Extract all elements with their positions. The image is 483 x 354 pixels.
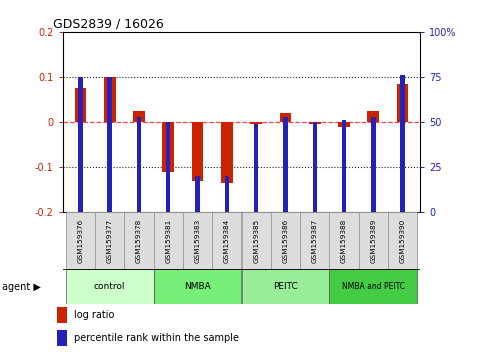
Bar (397, 84, 409, 122)
Bar (154, 269, 242, 304)
Bar (212, 212, 242, 269)
Bar (78, 77, 83, 212)
Bar (371, 117, 376, 212)
Text: GSM159388: GSM159388 (341, 219, 347, 263)
Bar (309, 122, 321, 124)
Bar (162, 122, 174, 172)
Text: GSM159386: GSM159386 (283, 219, 288, 263)
Bar (359, 212, 388, 269)
Bar (192, 122, 203, 181)
Bar (283, 117, 288, 212)
Text: GSM159378: GSM159378 (136, 219, 142, 263)
Text: GSM159383: GSM159383 (195, 219, 200, 263)
Text: GSM159389: GSM159389 (370, 219, 376, 263)
Text: NMBA and PEITC: NMBA and PEITC (342, 282, 405, 291)
Bar (195, 176, 200, 212)
Bar (137, 117, 141, 212)
Bar (400, 75, 405, 212)
Text: GDS2839 / 16026: GDS2839 / 16026 (53, 17, 164, 30)
Text: GSM159381: GSM159381 (165, 219, 171, 263)
Bar (329, 269, 417, 304)
Text: GSM159390: GSM159390 (399, 219, 406, 263)
Bar (271, 212, 300, 269)
Bar (313, 122, 317, 212)
Bar (242, 269, 329, 304)
Bar (388, 212, 417, 269)
Bar (329, 212, 359, 269)
Bar (57, 330, 67, 346)
Text: percentile rank within the sample: percentile rank within the sample (74, 332, 240, 343)
Bar (368, 111, 379, 122)
Bar (107, 77, 112, 212)
Bar (338, 122, 350, 127)
Bar (154, 212, 183, 269)
Bar (225, 176, 229, 212)
Bar (74, 88, 86, 122)
Bar (133, 111, 145, 122)
Bar (254, 124, 258, 212)
Text: GSM159385: GSM159385 (253, 219, 259, 263)
Bar (221, 122, 233, 183)
Text: control: control (94, 282, 126, 291)
Text: NMBA: NMBA (184, 282, 211, 291)
Bar (124, 212, 154, 269)
Bar (242, 212, 271, 269)
Text: log ratio: log ratio (74, 309, 115, 320)
Bar (342, 120, 346, 212)
Bar (66, 212, 95, 269)
Bar (280, 113, 291, 122)
Text: GSM159376: GSM159376 (77, 219, 84, 263)
Text: GSM159384: GSM159384 (224, 219, 230, 263)
Bar (104, 77, 115, 122)
Bar (300, 212, 329, 269)
Bar (250, 122, 262, 124)
Bar (166, 122, 170, 212)
Bar (95, 212, 124, 269)
Bar (66, 269, 154, 304)
Text: agent ▶: agent ▶ (2, 282, 41, 292)
Text: PEITC: PEITC (273, 282, 298, 291)
Bar (183, 212, 212, 269)
Text: GSM159387: GSM159387 (312, 219, 318, 263)
Text: GSM159377: GSM159377 (107, 219, 113, 263)
Bar (57, 307, 67, 323)
